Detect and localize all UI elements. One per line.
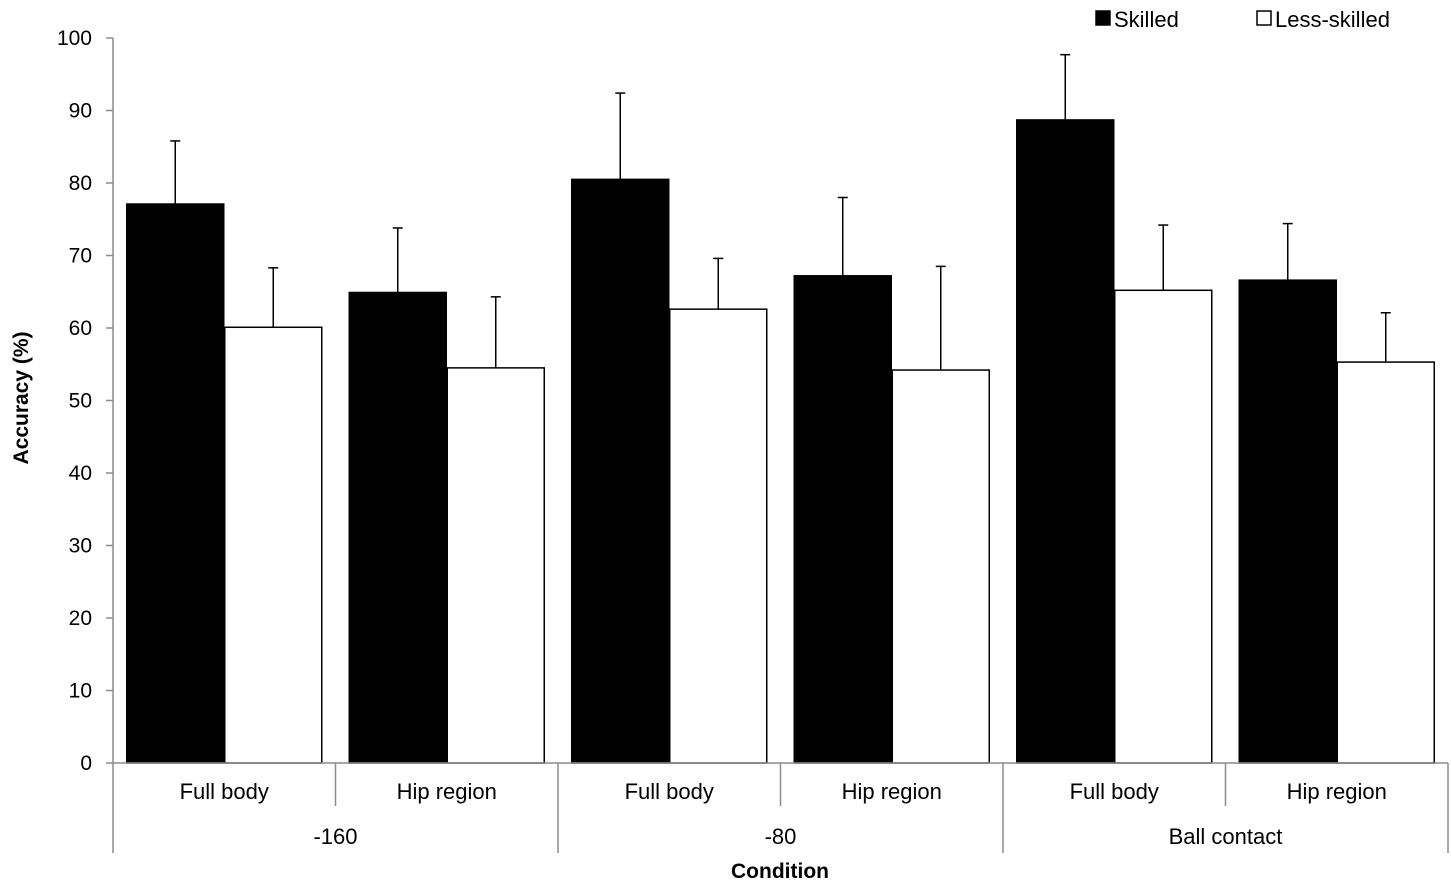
bar-skilled-5 bbox=[1238, 279, 1337, 764]
x-axis: Full body Hip region Full body Hip region Fu… bbox=[112, 762, 1449, 853]
legend-label: Skilled bbox=[1114, 7, 1179, 32]
category-label: Full body bbox=[625, 779, 714, 804]
bar-skilled-3 bbox=[793, 275, 892, 764]
legend-swatch bbox=[1256, 10, 1272, 26]
y-tick-label: 100 bbox=[57, 27, 92, 50]
y-tick-label: 70 bbox=[69, 245, 92, 268]
y-axis: 0 10 20 30 40 50 60 70 80 90 100 bbox=[57, 27, 114, 775]
group-label: Ball contact bbox=[1169, 824, 1283, 849]
bar-skilled-0 bbox=[126, 203, 225, 764]
y-tick-label: 90 bbox=[69, 100, 92, 123]
y-axis-title: Accuracy (%) bbox=[10, 331, 33, 464]
category-label: Full body bbox=[1070, 779, 1159, 804]
bar-less-skilled-1 bbox=[446, 367, 545, 764]
group-label: -160 bbox=[313, 824, 357, 849]
bar-less-skilled-0 bbox=[224, 326, 323, 764]
legend-swatch bbox=[1095, 10, 1111, 26]
bars bbox=[126, 53, 1435, 764]
y-tick-label: 10 bbox=[69, 680, 92, 703]
y-tick-label: 60 bbox=[69, 317, 92, 340]
bar-skilled-1 bbox=[348, 291, 447, 764]
bar-less-skilled-3 bbox=[891, 369, 990, 764]
bar-less-skilled-5 bbox=[1336, 361, 1435, 764]
bar-less-skilled-4 bbox=[1114, 289, 1213, 764]
x-axis-title: Condition bbox=[731, 860, 829, 882]
legend-label: Less-skilled bbox=[1275, 7, 1390, 32]
category-label: Hip region bbox=[1287, 779, 1387, 804]
bar-less-skilled-2 bbox=[669, 308, 768, 764]
bar-skilled-4 bbox=[1016, 119, 1115, 764]
y-tick-label: 80 bbox=[69, 172, 92, 195]
legend: Skilled Less-skilled bbox=[1095, 7, 1390, 32]
group-label: -80 bbox=[765, 824, 797, 849]
bar-skilled-2 bbox=[571, 178, 670, 764]
category-label: Hip region bbox=[842, 779, 942, 804]
y-tick-label: 30 bbox=[69, 535, 92, 558]
y-tick-label: 40 bbox=[69, 462, 92, 485]
category-label: Full body bbox=[180, 779, 269, 804]
y-tick-label: 0 bbox=[80, 752, 92, 775]
y-tick-label: 50 bbox=[69, 390, 92, 413]
y-tick-label: 20 bbox=[69, 607, 92, 630]
category-label: Hip region bbox=[397, 779, 497, 804]
